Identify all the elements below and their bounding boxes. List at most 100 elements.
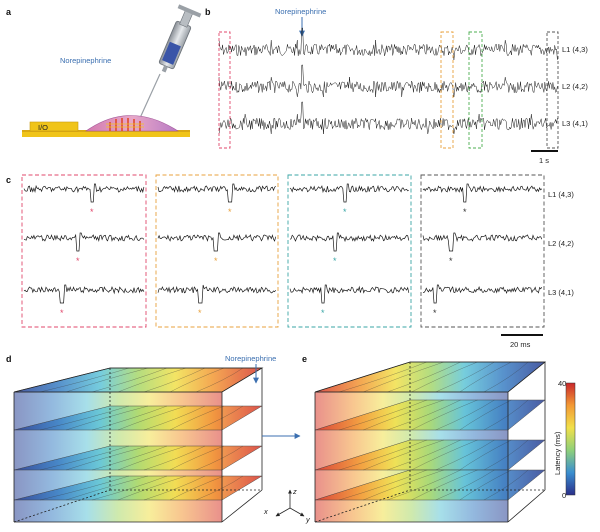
contour-line — [169, 445, 225, 471]
panel-c-channel-3: L3 (4,1) — [548, 288, 574, 297]
contour-line — [459, 399, 512, 431]
panel-c-star: * — [343, 207, 347, 217]
panel-c-trace — [157, 232, 277, 252]
contour-line — [339, 469, 427, 501]
io-label: I/O — [38, 123, 48, 132]
panel-c-trace — [422, 183, 543, 203]
panel-c-star: * — [449, 256, 453, 266]
contour-line — [91, 475, 168, 501]
panel-c-box-3 — [287, 174, 412, 328]
contour-line — [65, 405, 149, 431]
panel-c-channel-2: L2 (4,2) — [548, 239, 574, 248]
panel-c-trace — [422, 232, 543, 252]
panel-c-star: * — [321, 308, 325, 318]
panel-b-channel-1: L1 (4,3) — [562, 45, 588, 54]
contour-line — [387, 361, 461, 393]
contour-line — [435, 399, 495, 431]
contour-line — [39, 367, 130, 393]
contour-line — [91, 405, 168, 431]
contour-line — [117, 405, 187, 431]
axes-triad: z x y — [263, 487, 311, 524]
panel-c-star: * — [433, 308, 437, 318]
contour-line — [459, 469, 512, 501]
panel-b-drug-label: Norepinephrine — [275, 7, 326, 16]
contour-line — [363, 469, 444, 501]
needle-icon — [139, 73, 161, 119]
panel-c-trace — [157, 284, 276, 304]
panel-label-d: d — [6, 354, 12, 364]
panel-c-trace — [23, 183, 145, 203]
panel-label-a: a — [6, 7, 12, 17]
colorbar-max: 40 — [558, 379, 566, 388]
colorbar — [565, 382, 576, 496]
panel-c-box-4 — [420, 174, 545, 328]
panel-d: Norepinephrine — [13, 354, 276, 523]
panel-c-box-1 — [21, 174, 147, 328]
contour-line — [169, 475, 225, 501]
contour-line — [65, 445, 149, 471]
contour-line — [39, 475, 130, 501]
contour-line — [411, 361, 478, 393]
layer-plane — [13, 367, 263, 393]
contour-line — [363, 361, 444, 393]
contour-line — [483, 399, 529, 431]
panel-b-trace-1 — [218, 27, 558, 61]
panel-c-trace — [23, 232, 145, 252]
axis-x-label: x — [263, 507, 268, 516]
panel-b-box-gray — [546, 31, 559, 149]
axis-z-label: z — [292, 487, 297, 496]
panel-d-layers — [13, 367, 263, 501]
contour-line — [459, 361, 512, 393]
colorbar-min: 0 — [562, 491, 566, 500]
contour-line — [411, 399, 478, 431]
contour-line — [339, 399, 427, 431]
contour-line — [435, 469, 495, 501]
panel-e-layers — [314, 361, 546, 501]
panel-a-drug-label: Norepinephrine — [60, 56, 111, 65]
contour-line — [339, 361, 427, 393]
panel-c-trace — [289, 284, 410, 304]
panel-b: Norepinephrine L1 (4,3) L2 (4,2) L3 (4,1… — [218, 7, 588, 165]
panel-a-illustration: Norepinephrine I/O — [22, 4, 202, 137]
panel-label-e: e — [302, 354, 307, 364]
panel-b-channel-3: L3 (4,1) — [562, 119, 588, 128]
panel-c-star: * — [90, 207, 94, 217]
axis-y-label: y — [305, 515, 311, 524]
contour-line — [195, 445, 244, 471]
contour-line — [117, 367, 187, 393]
panel-label-c: c — [6, 175, 11, 185]
contour-line — [39, 405, 130, 431]
io-pad — [29, 121, 79, 132]
panel-c-trace — [422, 284, 543, 304]
panel-c-star: * — [228, 207, 232, 217]
panel-b-box-green — [468, 31, 483, 149]
contour-line — [143, 475, 206, 501]
contour-line — [195, 367, 244, 393]
contour-line — [459, 439, 512, 471]
panel-c-box-2 — [155, 174, 279, 328]
panel-c-trace — [157, 183, 276, 203]
panel-b-scale-label: 1 s — [539, 156, 549, 165]
contour-line — [363, 399, 444, 431]
panel-b-trace-3 — [218, 101, 558, 135]
contour-line — [65, 475, 149, 501]
panel-b-channel-2: L2 (4,2) — [562, 82, 588, 91]
syringe-icon — [158, 4, 202, 73]
panel-c-trace — [289, 232, 410, 252]
panel-c-star: * — [60, 308, 64, 318]
contour-line — [143, 405, 206, 431]
contour-line — [387, 439, 461, 471]
panel-d-drug-label: Norepinephrine — [225, 354, 276, 363]
contour-line — [169, 405, 225, 431]
panel-c-star: * — [214, 256, 218, 266]
contour-line — [195, 475, 244, 501]
panel-e: 40 0 Latency (ms) — [314, 361, 576, 523]
contour-line — [435, 439, 495, 471]
colorbar-label: Latency (ms) — [553, 431, 562, 475]
tissue-dome — [85, 115, 180, 132]
contour-line — [435, 361, 495, 393]
panel-e-box-frame — [314, 361, 547, 523]
contour-line — [91, 445, 168, 471]
contour-line — [143, 367, 206, 393]
